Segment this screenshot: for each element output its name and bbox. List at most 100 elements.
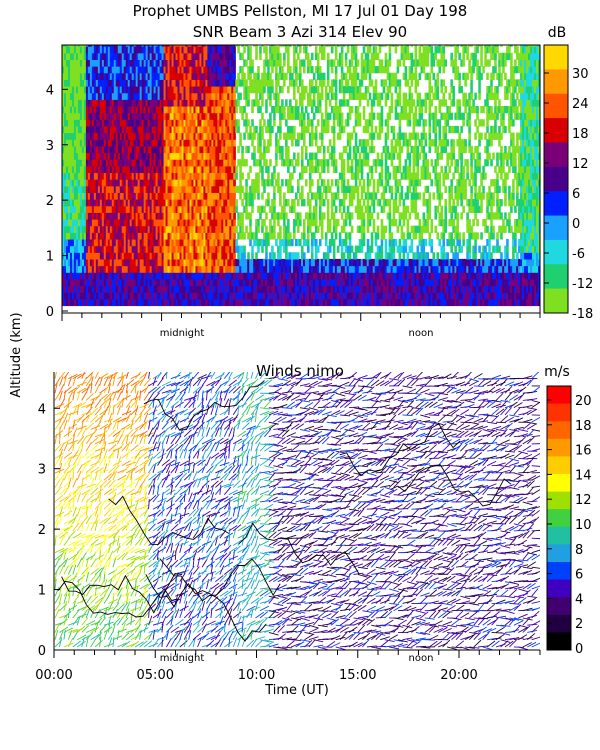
snr-heatmap-cell (95, 225, 99, 233)
snr-heatmap-cell (161, 46, 165, 54)
snr-heatmap-cell (233, 199, 236, 207)
snr-heatmap-cell (255, 45, 258, 47)
snr-heatmap-cell (117, 125, 121, 134)
snr-heatmap-cell (207, 232, 210, 240)
snr-heatmap-cell (225, 46, 228, 54)
snr-heatmap-cell (133, 298, 137, 307)
snr-heatmap-cell (69, 139, 73, 147)
snr-heatmap-cell (211, 45, 214, 47)
snr-heatmap-cell (205, 52, 208, 61)
snr-heatmap-cell (203, 125, 206, 134)
snr-heatmap-cell (81, 46, 85, 54)
snr-heatmap-cell (139, 59, 143, 67)
snr-heatmap-cell (149, 125, 153, 134)
snr-heatmap-cell (159, 298, 163, 307)
snr-heatmap-cell (322, 298, 326, 307)
snr-heatmap-cell (281, 105, 284, 114)
snr-heatmap-cell (299, 45, 302, 47)
snr-heatmap-cell (77, 179, 81, 187)
snr-heatmap-cell (332, 165, 336, 174)
snr-heatmap-cell (107, 185, 111, 194)
snr-heatmap-cell (279, 252, 282, 260)
snr-heatmap-cell (65, 125, 69, 134)
snr-heatmap-cell (205, 232, 208, 240)
snr-heatmap-cell (135, 99, 139, 107)
snr-heatmap-cell (233, 298, 236, 307)
snr-heatmap-cell (87, 79, 91, 87)
snr-heatmap-cell (125, 185, 129, 194)
snr-heatmap-cell (185, 165, 189, 174)
snr-heatmap-cell (336, 298, 340, 307)
snr-heatmap-cell (195, 119, 199, 127)
snr-heatmap-cell (167, 278, 171, 287)
snr-heatmap-cell (293, 112, 296, 120)
snr-heatmap-cell (115, 45, 119, 47)
snr-heatmap-cell (151, 66, 155, 74)
snr-heatmap-cell (273, 272, 276, 280)
snr-heatmap-cell (151, 232, 155, 240)
snr-heatmap-cell (179, 59, 183, 67)
snr-heatmap-cell (107, 132, 111, 140)
snr-heatmap-cell (145, 99, 149, 107)
snr-heatmap-cell (157, 52, 161, 61)
snr-heatmap-cell (107, 165, 111, 174)
snr-heatmap-cell (137, 272, 141, 280)
snr-heatmap-cell (73, 192, 77, 200)
snr-heatmap-cell (189, 79, 193, 87)
snr-heatmap-cell (123, 112, 127, 120)
snr-heatmap-cell (247, 172, 250, 180)
snr-heatmap-cell (261, 265, 264, 273)
snr-heatmap-cell (175, 99, 179, 107)
snr-heatmap-cell (143, 86, 147, 94)
snr-heatmap-cell (297, 238, 300, 247)
snr-heatmap-cell (145, 258, 149, 267)
snr-heatmap-cell (324, 45, 328, 47)
snr-heatmap-cell (253, 298, 256, 307)
snr-heatmap-cell (93, 278, 97, 287)
snr-heatmap-cell (137, 119, 141, 127)
snr-heatmap-cell (131, 66, 135, 74)
snr-heatmap-cell (312, 265, 316, 273)
snr-heatmap-cell (235, 99, 238, 107)
snr-heatmap-cell (91, 125, 95, 134)
snr-heatmap-cell (121, 152, 125, 160)
snr-heatmap-cell (127, 272, 131, 280)
snr-heatmap-cell (237, 232, 240, 240)
snr-heatmap-cell (225, 52, 228, 61)
snr-heatmap-cell (312, 92, 316, 100)
snr-heatmap-cell (121, 132, 125, 140)
snr-heatmap-cell (103, 205, 107, 213)
snr-heatmap-cell (257, 272, 260, 280)
snr-heatmap-cell (229, 272, 232, 280)
snr-heatmap-cell (295, 258, 298, 267)
snr-heatmap-cell (187, 86, 191, 94)
snr-heatmap-cell (101, 285, 105, 293)
snr-heatmap-cell (312, 205, 316, 213)
snr-heatmap-cell (155, 245, 159, 253)
snr-heatmap-cell (183, 172, 187, 180)
snr-heatmap-cell (135, 119, 139, 127)
snr-heatmap-cell (207, 225, 210, 233)
snr-heatmap-cell (161, 139, 165, 147)
snr-heatmap-cell (310, 159, 314, 167)
snr-heatmap-cell (109, 179, 113, 187)
snr-heatmap-cell (231, 99, 234, 107)
snr-heatmap-cell (251, 59, 254, 67)
snr-heatmap-cell (83, 285, 87, 293)
snr-heatmap-cell (91, 298, 95, 307)
snr-heatmap-cell (211, 212, 214, 220)
snr-heatmap-cell (283, 278, 286, 287)
snr-heatmap-cell (275, 52, 278, 61)
snr-heatmap-cell (344, 258, 348, 267)
snr-heatmap-cell (123, 225, 127, 233)
snr-heatmap-cell (62, 205, 65, 213)
snr-heatmap-cell (133, 212, 137, 220)
snr-heatmap-cell (95, 272, 99, 280)
snr-heatmap-cell (227, 105, 230, 114)
snr-heatmap-cell (291, 252, 294, 260)
snr-heatmap-cell (301, 245, 304, 253)
snr-heatmap-cell (243, 245, 246, 253)
snr-heatmap-cell (177, 86, 181, 94)
snr-heatmap-cell (299, 258, 302, 267)
snr-heatmap-cell (185, 145, 189, 154)
